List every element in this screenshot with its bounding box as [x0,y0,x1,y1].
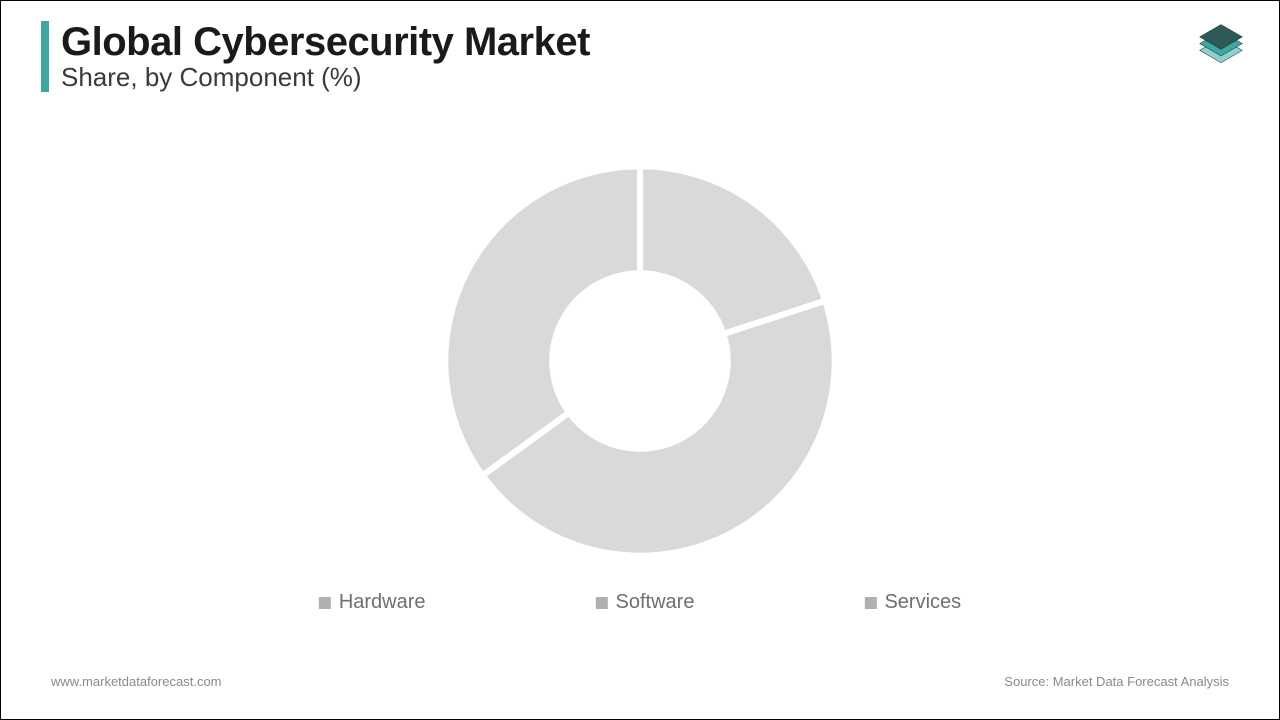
legend-item-hardware: Hardware [319,591,426,614]
legend-swatch-icon [864,597,876,609]
accent-bar [41,21,49,92]
legend-item-services: Services [864,591,961,614]
page-title: Global Cybersecurity Market [61,21,590,63]
legend-item-software: Software [596,591,695,614]
slide: Global Cybersecurity Market Share, by Co… [0,0,1280,720]
legend-label: Software [616,591,695,614]
page-subtitle: Share, by Component (%) [61,63,590,92]
legend-swatch-icon [319,597,331,609]
footer-source: Source: Market Data Forecast Analysis [1004,674,1229,689]
brand-logo-icon [1193,19,1249,75]
chart-legend: Hardware Software Services [319,591,961,614]
legend-label: Hardware [339,591,426,614]
legend-label: Services [884,591,961,614]
title-block: Global Cybersecurity Market Share, by Co… [61,21,590,92]
donut-chart [435,156,845,566]
header: Global Cybersecurity Market Share, by Co… [41,21,590,92]
legend-swatch-icon [596,597,608,609]
footer-url: www.marketdataforecast.com [51,674,222,689]
